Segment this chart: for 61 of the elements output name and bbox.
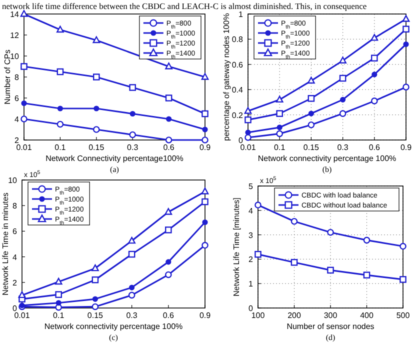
- x-tick-label: 0.15: [88, 143, 105, 152]
- y-tick-label: 3: [248, 230, 254, 240]
- x-tick-label: 0.3: [127, 143, 139, 152]
- y-tick-label: 0.6: [232, 60, 244, 70]
- y-axis-title: Number of CPs: [3, 50, 12, 104]
- text: (b): [322, 165, 332, 174]
- x-axis-title: Number of sensor nodes: [286, 322, 374, 331]
- x-tick-label: 0.01: [14, 311, 30, 320]
- y-axis-title: percentage of gateway nodes 100%: [222, 13, 231, 141]
- x-tick-label: 0.1: [54, 143, 66, 152]
- y-tick-label: 2: [12, 278, 18, 288]
- x-axis-title: Network Connectivity percentage100%: [46, 154, 184, 163]
- y-tick-label: 6: [12, 227, 18, 236]
- y-tick-label: 2: [248, 255, 254, 264]
- y-tick-label: 0.8: [232, 35, 244, 44]
- y-tick-label: 0: [248, 304, 254, 313]
- x-tick-label: 300: [324, 311, 338, 320]
- x-tick-label: 0.15: [87, 311, 104, 320]
- y-tick-label: 2: [14, 136, 20, 145]
- text: (a): [110, 165, 120, 174]
- x-tick-label: 0.3: [126, 311, 138, 320]
- y-tick-label: 1: [238, 10, 244, 19]
- y-tick-label: 0.2: [232, 110, 244, 120]
- y-tick-label: 1: [248, 280, 254, 289]
- x-tick-label: 0.3: [337, 143, 349, 152]
- text: (d): [326, 333, 336, 342]
- y-axis-title: Network Life Time [minutes]: [232, 198, 241, 296]
- y-tick-label: 0.4: [232, 86, 244, 95]
- x-tick-label: 0.9: [199, 143, 212, 152]
- x-tick-label: 0.6: [368, 143, 381, 152]
- y-tick-label: 12: [10, 31, 20, 40]
- x-tick-label: 0.6: [162, 311, 175, 320]
- x-axis-title: Network connectivity percentage 100%: [258, 154, 396, 163]
- y-tick-label: 5: [248, 182, 254, 191]
- x-tick-label: 0.9: [199, 311, 212, 320]
- y-tick-label: 8: [14, 73, 20, 82]
- y-axis-title: Network Life Time in minutes: [1, 192, 10, 296]
- x-tick-label: 0.9: [400, 143, 412, 152]
- y-tick-label: 10: [8, 176, 18, 185]
- x-tick-label: 100: [251, 311, 266, 320]
- x-axis-title: Network connectivity percentage 100%: [44, 322, 183, 331]
- y-tick-label: 0: [238, 136, 244, 145]
- x-tick-label: 400: [360, 311, 374, 320]
- y-tick-label: 14: [10, 10, 20, 19]
- y-tick-label: 8: [12, 202, 18, 211]
- x-tick-label: 0.1: [274, 143, 286, 152]
- y-tick-label: 6: [14, 94, 20, 103]
- x-tick-label: 0.1: [53, 311, 65, 320]
- x-tick-label: 0.15: [303, 143, 320, 152]
- text: network life time difference between the CBDC and LEACH-C is almost diminished. This, in consequence: [2, 1, 367, 11]
- y-tick-label: 4: [12, 252, 18, 262]
- x-tick-label: 0.6: [163, 143, 175, 152]
- x-tick-label: 500: [396, 311, 410, 320]
- y-tick-label: 4: [14, 115, 20, 124]
- x-tick-label: 200: [288, 311, 302, 320]
- y-tick-label: 0: [12, 304, 18, 313]
- x-tick-label: 0.01: [240, 143, 256, 152]
- x-tick-label: 0.01: [16, 143, 32, 152]
- y-tick-label: 10: [10, 52, 20, 61]
- y-tick-label: 4: [248, 206, 254, 216]
- text: (c): [109, 333, 118, 342]
